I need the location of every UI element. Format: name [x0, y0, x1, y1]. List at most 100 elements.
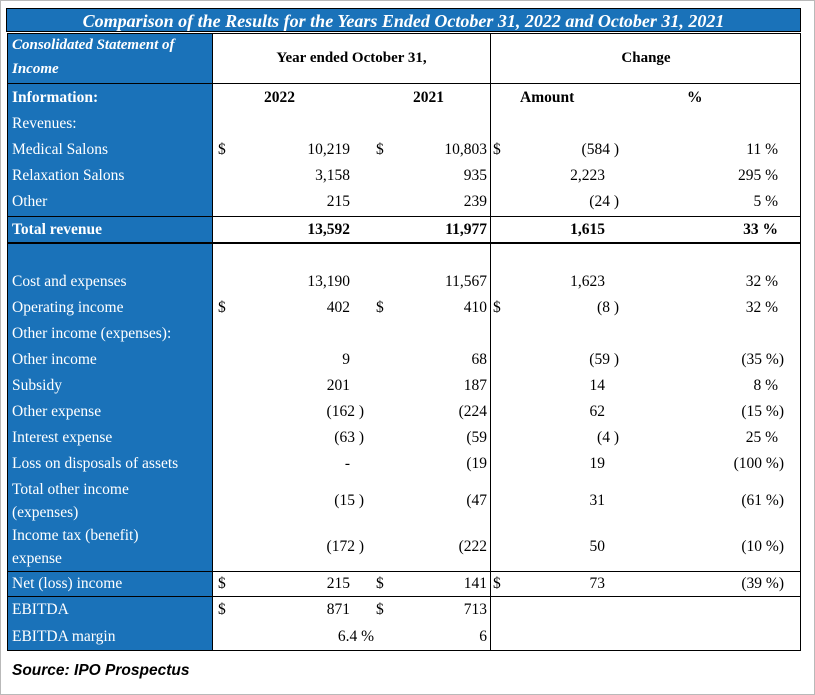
- rule-net-bottom: [7, 596, 801, 597]
- value-2021: 239: [463, 193, 487, 210]
- currency-change: $: [493, 141, 501, 158]
- value-2021: 713: [463, 601, 487, 618]
- col-2022-header: 2022: [264, 89, 295, 106]
- rule-right: [800, 33, 801, 651]
- change-pct: 5 %: [753, 193, 778, 210]
- change-pct: (10 %): [741, 538, 784, 555]
- rule-col-label: [212, 33, 213, 651]
- value-2021: 6: [479, 628, 487, 645]
- row-label: Operating income: [12, 299, 124, 316]
- change-pct: 295 %: [737, 167, 778, 184]
- change-pct: 33 %: [743, 221, 778, 238]
- change-pct: 8 %: [753, 377, 778, 394]
- currency-2021: $: [376, 601, 384, 618]
- change-amount: 62: [589, 403, 606, 420]
- value-2021: 935: [463, 167, 487, 184]
- rule-top: [7, 33, 801, 34]
- value-2021: (224: [458, 403, 487, 420]
- value-2021: 410: [463, 299, 487, 316]
- col-2021-header: 2021: [413, 89, 444, 106]
- rule-bottom: [7, 650, 801, 651]
- rule-total-bottom: [7, 242, 801, 244]
- change-amount: 1,615: [570, 221, 605, 238]
- value-2022: 215: [326, 575, 350, 592]
- rule-total-top: [7, 216, 801, 217]
- row-label: EBITDA: [12, 601, 69, 618]
- currency-change: $: [493, 299, 501, 316]
- change-amount: (59 ): [589, 351, 619, 368]
- row-label: Interest expense: [12, 429, 113, 446]
- row-label: Income tax (benefit): [12, 527, 139, 544]
- rule-net-top: [7, 571, 801, 572]
- change-amount: (4 ): [597, 429, 619, 446]
- rule-col-change: [490, 33, 491, 651]
- currency-2022: $: [218, 575, 226, 592]
- currency-change: $: [493, 575, 501, 592]
- row-label: Total revenue: [12, 221, 102, 238]
- row-label: Loss on disposals of assets: [12, 455, 179, 472]
- currency-2021: $: [376, 575, 384, 592]
- currency-2022: $: [218, 141, 226, 158]
- source-note: Source: IPO Prospectus: [12, 662, 190, 679]
- year-group-header: Year ended October 31,: [276, 50, 427, 66]
- change-group-header: Change: [621, 50, 671, 66]
- table-title: Comparison of the Results for the Years …: [6, 8, 801, 32]
- row-label: Revenues:: [12, 115, 77, 132]
- value-2022: 215: [326, 193, 350, 210]
- row-label: Relaxation Salons: [12, 167, 125, 184]
- row-label: Net (loss) income: [12, 575, 123, 592]
- row-label: Other income: [12, 351, 97, 368]
- value-2022: 13,190: [307, 273, 350, 290]
- change-amount: 50: [589, 538, 606, 555]
- change-pct: 32 %: [745, 273, 778, 290]
- value-2021: 11,977: [445, 221, 487, 238]
- value-2022: (63 ): [334, 429, 364, 446]
- change-pct: 25 %: [745, 429, 778, 446]
- row-label: Subsidy: [12, 377, 62, 394]
- currency-2021: $: [376, 141, 384, 158]
- change-pct: (35 %): [741, 351, 784, 368]
- header-left-label-line2: Income: [12, 61, 59, 77]
- value-2021: 68: [471, 351, 488, 368]
- label-column-background: [7, 33, 212, 651]
- row-label: Medical Salons: [12, 141, 108, 158]
- change-pct: 32 %: [745, 299, 778, 316]
- change-amount: (584 ): [581, 141, 619, 158]
- value-2021: 141: [463, 575, 487, 592]
- value-2022: 871: [326, 601, 350, 618]
- value-2021: (19: [466, 455, 487, 472]
- value-2022: 6.4 %: [337, 628, 374, 645]
- currency-2022: $: [218, 299, 226, 316]
- value-2022: 9: [342, 351, 350, 368]
- value-2022: (15 ): [334, 492, 364, 509]
- row-label-cont: (expenses): [12, 504, 79, 521]
- row-label: Cost and expenses: [12, 273, 127, 290]
- value-2021: (222: [458, 538, 487, 555]
- currency-2022: $: [218, 601, 226, 618]
- change-pct: (15 %): [741, 403, 784, 420]
- value-2021: 10,803: [444, 141, 487, 158]
- value-2022: 402: [326, 299, 350, 316]
- col-amount-header: Amount: [520, 89, 575, 106]
- value-2021: 11,567: [444, 273, 487, 290]
- row-label: Other expense: [12, 403, 102, 420]
- change-amount: 19: [589, 455, 606, 472]
- row-label: Other income (expenses):: [12, 325, 172, 342]
- rule-left: [7, 33, 8, 651]
- change-pct: (100 %): [733, 455, 784, 472]
- rule-header: [7, 83, 801, 84]
- information-label: Information:: [12, 89, 99, 106]
- change-amount: 1,623: [570, 273, 605, 290]
- change-amount: 31: [589, 492, 606, 509]
- change-amount: (24 ): [589, 193, 619, 210]
- value-2022: 201: [326, 377, 350, 394]
- col-pct-header: %: [687, 89, 703, 106]
- value-2021: (59: [466, 429, 487, 446]
- value-2022: 3,158: [315, 167, 350, 184]
- value-2022: (172 ): [326, 538, 364, 555]
- change-amount: (8 ): [597, 299, 619, 316]
- row-label-cont: expense: [12, 550, 62, 567]
- value-2022: (162 ): [326, 403, 364, 420]
- value-2021: 187: [463, 377, 487, 394]
